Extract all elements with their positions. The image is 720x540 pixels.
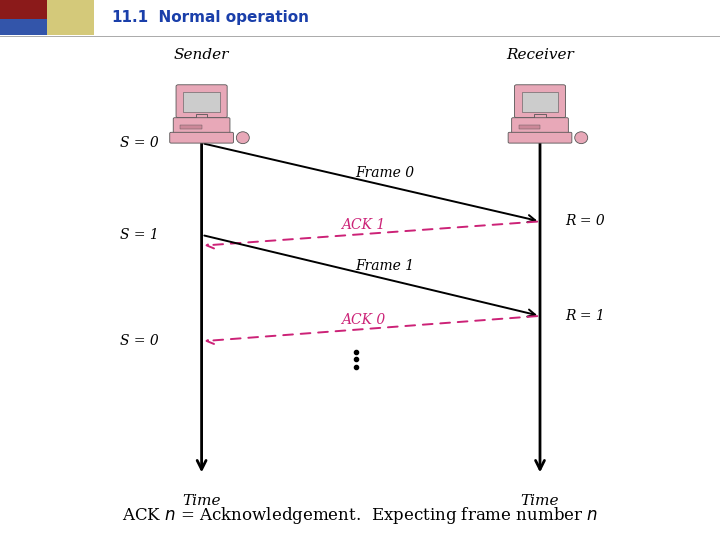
Bar — [181, 125, 202, 129]
Bar — [519, 125, 541, 129]
Text: Time: Time — [182, 494, 221, 508]
Text: ACK $n$ = Acknowledgement.  Expecting frame number $n$: ACK $n$ = Acknowledgement. Expecting fra… — [122, 505, 598, 526]
Bar — [196, 114, 207, 120]
Text: Receiver: Receiver — [506, 48, 574, 62]
Ellipse shape — [236, 132, 249, 144]
Bar — [534, 114, 546, 120]
Bar — [0, 19, 47, 35]
Text: Sender: Sender — [174, 48, 229, 62]
Text: S = 0: S = 0 — [120, 136, 158, 150]
Bar — [94, 0, 720, 35]
Text: R = 0: R = 0 — [565, 214, 605, 228]
FancyBboxPatch shape — [512, 118, 568, 133]
Text: S = 1: S = 1 — [120, 228, 158, 242]
Bar — [0, 0, 720, 35]
Text: Normal operation: Normal operation — [148, 10, 309, 25]
Text: Time: Time — [521, 494, 559, 508]
Text: S = 0: S = 0 — [120, 334, 158, 348]
Text: Frame 0: Frame 0 — [356, 166, 415, 179]
FancyBboxPatch shape — [515, 85, 566, 118]
Bar — [521, 92, 559, 112]
FancyBboxPatch shape — [170, 132, 233, 143]
Text: 11.1: 11.1 — [112, 10, 149, 25]
Bar — [47, 0, 97, 35]
Text: Frame 1: Frame 1 — [356, 259, 415, 273]
Bar — [0, 0, 47, 19]
Ellipse shape — [575, 132, 588, 144]
Text: ACK 0: ACK 0 — [341, 314, 386, 327]
FancyBboxPatch shape — [174, 118, 230, 133]
Text: R = 1: R = 1 — [565, 309, 605, 323]
FancyBboxPatch shape — [508, 132, 572, 143]
FancyBboxPatch shape — [176, 85, 228, 118]
Text: ACK 1: ACK 1 — [341, 219, 386, 232]
Bar — [183, 92, 220, 112]
